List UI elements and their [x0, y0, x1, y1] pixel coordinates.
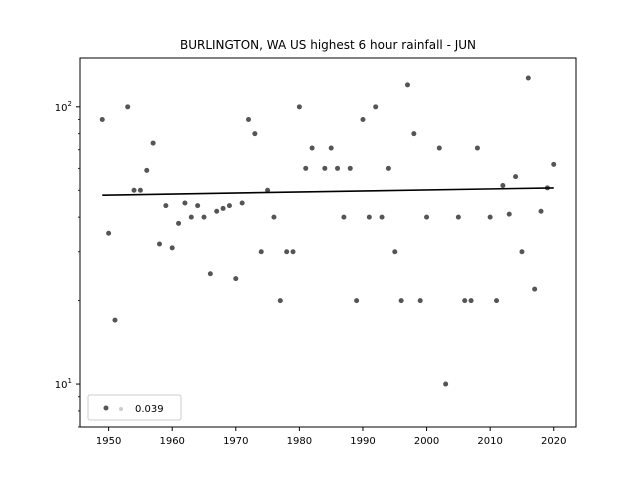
data-point — [404, 82, 410, 88]
data-point — [303, 165, 309, 171]
data-point — [538, 208, 544, 214]
data-point — [468, 298, 474, 304]
data-point — [239, 200, 245, 206]
data-point — [443, 381, 449, 387]
data-point — [290, 249, 296, 255]
data-point — [455, 214, 461, 220]
x-axis: 1950 1960 1970 1980 1990 2000 2010 2020 — [96, 427, 566, 447]
data-point — [258, 249, 264, 255]
data-point — [417, 298, 423, 304]
x-tick-label: 2020 — [541, 436, 566, 447]
data-point — [341, 214, 347, 220]
data-point — [379, 214, 385, 220]
data-point — [252, 131, 258, 137]
legend-box — [87, 394, 182, 421]
data-point — [385, 165, 391, 171]
x-tick-label: 2010 — [477, 436, 502, 447]
data-point — [411, 131, 417, 137]
data-point — [525, 75, 531, 81]
data-point — [156, 241, 162, 247]
data-point — [506, 211, 512, 217]
y-tick-label: 101 — [55, 377, 72, 391]
data-point — [176, 220, 182, 226]
data-point — [144, 167, 150, 173]
data-point — [265, 187, 271, 193]
data-point — [112, 317, 118, 323]
data-point — [436, 145, 442, 151]
data-point — [474, 145, 480, 151]
data-point — [532, 286, 538, 292]
data-point — [207, 271, 213, 277]
data-point — [373, 104, 379, 110]
data-point — [137, 187, 143, 193]
data-point — [220, 205, 226, 211]
data-point — [392, 249, 398, 255]
data-point — [182, 200, 188, 206]
scatter-points — [99, 75, 557, 387]
data-point — [271, 214, 277, 220]
data-point — [296, 104, 302, 110]
legend-marker — [103, 405, 109, 411]
legend-marker-shadow — [119, 407, 123, 411]
data-point — [188, 214, 194, 220]
data-point — [366, 214, 372, 220]
data-point — [494, 298, 500, 304]
x-tick-label: 1960 — [159, 436, 184, 447]
x-tick-label: 2000 — [414, 436, 439, 447]
trend-line — [102, 187, 554, 196]
y-tick-label: 102 — [55, 100, 72, 114]
data-point — [335, 165, 341, 171]
plot-area — [79, 57, 577, 428]
data-point — [354, 298, 360, 304]
data-point — [169, 245, 175, 251]
data-point — [424, 214, 430, 220]
data-point — [195, 203, 201, 209]
data-point — [201, 214, 207, 220]
data-point — [150, 140, 156, 146]
data-point — [551, 161, 557, 167]
legend-label: 0.039 — [135, 404, 164, 415]
data-point — [226, 203, 232, 209]
x-tick-label: 1990 — [350, 436, 375, 447]
x-tick-label: 1980 — [287, 436, 312, 447]
chart-title: BURLINGTON, WA US highest 6 hour rainfal… — [180, 38, 476, 52]
data-point — [513, 174, 519, 180]
data-point — [360, 117, 366, 123]
data-point — [233, 276, 239, 282]
data-point — [246, 117, 252, 123]
data-point — [519, 249, 525, 255]
y-axis: 101 102 — [55, 100, 80, 428]
data-point — [487, 214, 493, 220]
data-point — [398, 298, 404, 304]
data-point — [163, 203, 169, 209]
data-point — [131, 187, 137, 193]
data-point — [328, 145, 334, 151]
data-point — [125, 104, 131, 110]
data-point — [322, 165, 328, 171]
trend-line-group — [102, 187, 554, 196]
x-tick-label: 1970 — [223, 436, 248, 447]
data-point — [462, 298, 468, 304]
data-point — [214, 208, 220, 214]
data-point — [500, 183, 506, 189]
plot-frame — [79, 57, 577, 428]
data-point — [309, 145, 315, 151]
data-point — [284, 249, 290, 255]
data-point — [106, 230, 112, 236]
data-point — [99, 117, 105, 123]
data-point — [347, 165, 353, 171]
legend: 0.039 — [87, 394, 182, 421]
x-tick-label: 1950 — [96, 436, 121, 447]
data-point — [277, 298, 283, 304]
